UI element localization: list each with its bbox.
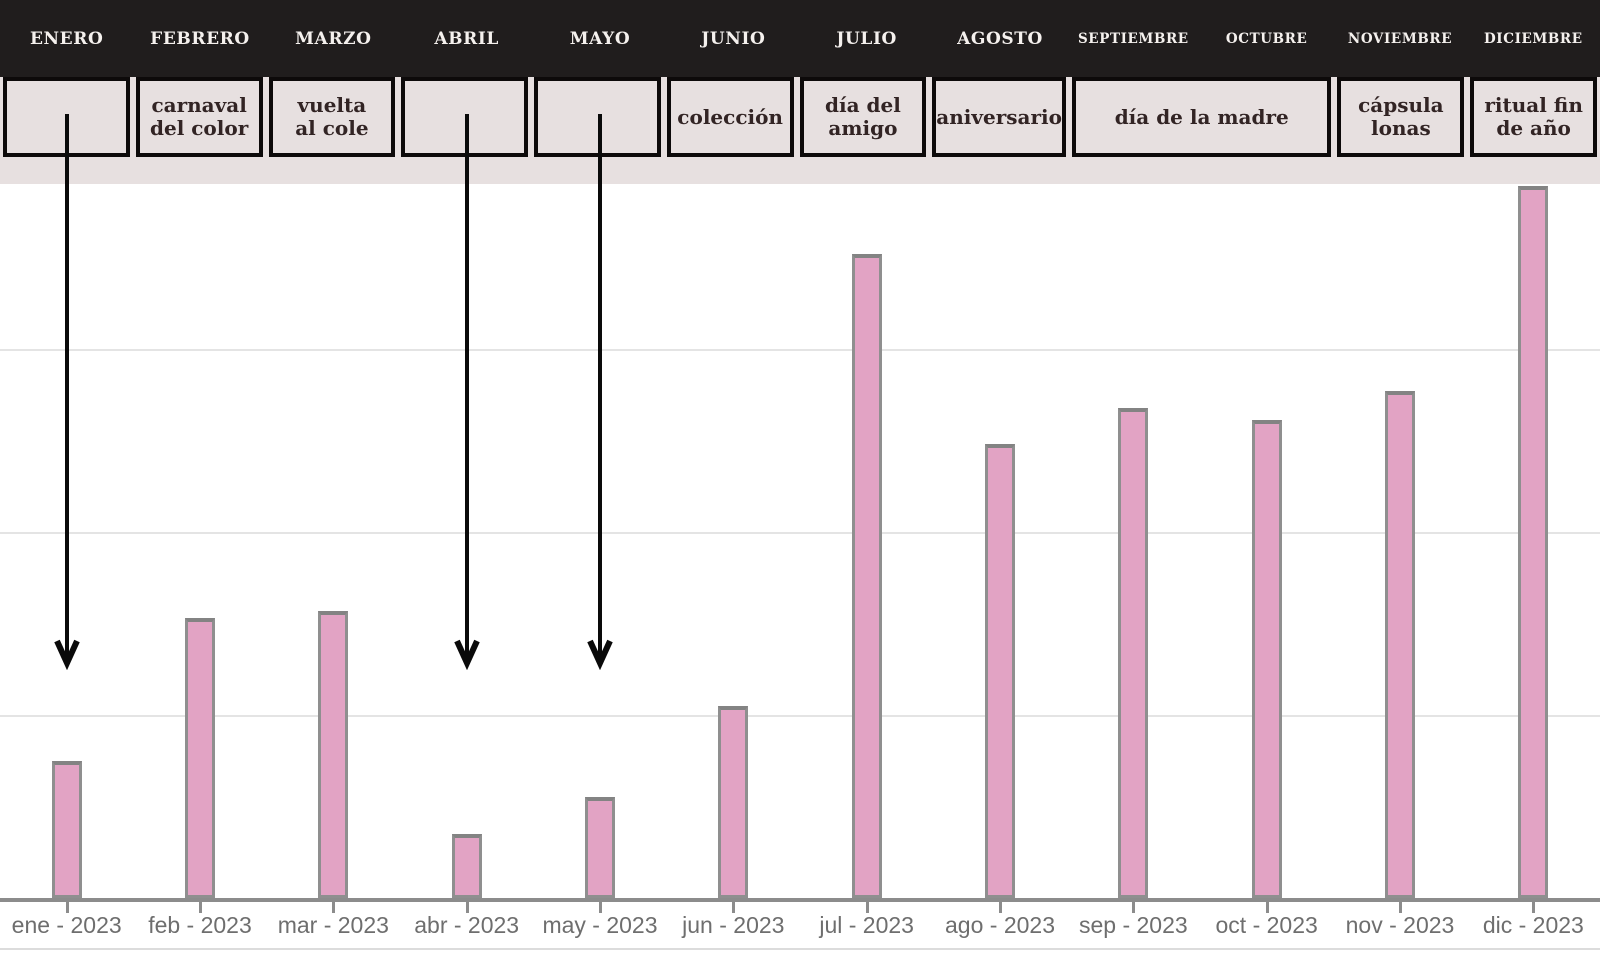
campaign-cell-label: colección <box>677 104 783 129</box>
campaign-cell-label: carnaval del color <box>149 93 249 140</box>
x-axis-tick <box>65 902 69 913</box>
x-axis-label: dic - 2023 <box>1482 911 1584 938</box>
bar <box>185 618 215 898</box>
campaign-cell: colección <box>666 77 794 157</box>
campaign-cell <box>401 77 529 157</box>
campaign-cell-label: día del amigo <box>825 93 901 140</box>
campaign-cell: aniversario <box>932 77 1066 157</box>
x-axis-label: ago - 2023 <box>945 911 1055 938</box>
month-header-cell: SEPTIEMBRE <box>1077 30 1189 47</box>
month-header-cell: ABRIL <box>434 28 499 49</box>
x-axis-label: jul - 2023 <box>819 911 914 938</box>
x-axis-tick <box>199 902 202 913</box>
x-axis-label: mar - 2023 <box>277 911 389 938</box>
x-axis-label: abr - 2023 <box>414 911 520 938</box>
x-axis-tick <box>865 902 869 913</box>
campaign-cell-label: ritual fin de año <box>1484 93 1583 140</box>
x-axis-tick <box>1399 902 1402 913</box>
bar <box>718 706 749 898</box>
x-axis-tick <box>999 902 1002 913</box>
campaign-cell: ritual fin de año <box>1470 77 1597 157</box>
campaign-cell <box>534 77 661 157</box>
x-axis-tick <box>465 902 469 913</box>
bar <box>1385 391 1415 898</box>
bar <box>985 444 1015 898</box>
campaign-cell: día de la madre <box>1071 77 1332 157</box>
month-header-cell: JULIO <box>836 28 897 49</box>
x-axis-label: feb - 2023 <box>148 911 252 938</box>
x-axis-tick <box>1532 902 1536 913</box>
x-axis-tick <box>1265 902 1269 913</box>
campaign-cell: carnaval del color <box>135 77 263 157</box>
bar <box>1118 408 1149 898</box>
bar <box>318 611 349 898</box>
month-header-cell: FEBRERO <box>150 28 250 49</box>
x-axis-tick <box>599 902 602 913</box>
month-header-cell: MARZO <box>295 28 372 49</box>
x-axis-line <box>0 898 1600 902</box>
campaign-cell <box>3 77 130 157</box>
x-axis-tick <box>1132 902 1136 913</box>
month-header-cell: DICIEMBRE <box>1484 30 1583 47</box>
x-axis-tick <box>732 902 736 913</box>
campaign-row: carnaval del color vuelta al cole colecc… <box>0 77 1600 157</box>
bar <box>585 797 615 898</box>
month-header-cell: OCTUBRE <box>1225 30 1308 47</box>
month-header-cell: NOVIEMBRE <box>1347 30 1453 47</box>
x-axis-label: jun - 2023 <box>682 911 785 938</box>
campaign-cell-label: día de la madre <box>1114 104 1289 129</box>
divider-band <box>0 157 1600 184</box>
bar <box>851 254 882 898</box>
x-axis-label: oct - 2023 <box>1215 911 1318 938</box>
campaign-cell: vuelta al cole <box>268 77 396 157</box>
x-axis-label: may - 2023 <box>542 911 658 938</box>
gridline <box>0 532 1600 534</box>
campaign-cell: cápsula lonas <box>1337 77 1465 157</box>
x-axis-label: ene - 2023 <box>11 911 122 938</box>
x-axis-label: nov - 2023 <box>1345 911 1455 938</box>
campaign-cell-label: vuelta al cole <box>295 93 369 140</box>
month-header-cell: AGOSTO <box>957 28 1043 49</box>
month-header-cell: MAYO <box>569 28 631 49</box>
plot-area <box>0 184 1600 898</box>
campaign-cell-label: cápsula lonas <box>1358 93 1444 140</box>
month-header-cell: ENERO <box>29 28 104 49</box>
x-axis-label: sep - 2023 <box>1078 911 1188 938</box>
bar <box>451 834 482 898</box>
month-header-row: ENERO FEBRERO MARZO ABRIL MAYO JUNIO JULIO AGOS… <box>0 0 1600 77</box>
campaign-cell-label: aniversario <box>936 104 1062 129</box>
bar-chart: ene - 2023 feb - 2023 mar - 2023 abr - 2023… <box>0 184 1600 954</box>
bar <box>1518 186 1549 898</box>
campaign-cell: día del amigo <box>799 77 927 157</box>
gridline <box>0 349 1600 351</box>
x-axis-tick <box>332 902 336 913</box>
baseline-bottom-line <box>0 948 1600 950</box>
month-header-cell: JUNIO <box>701 28 766 49</box>
gridline <box>0 715 1600 717</box>
bar <box>51 761 82 898</box>
bar <box>1251 420 1282 898</box>
